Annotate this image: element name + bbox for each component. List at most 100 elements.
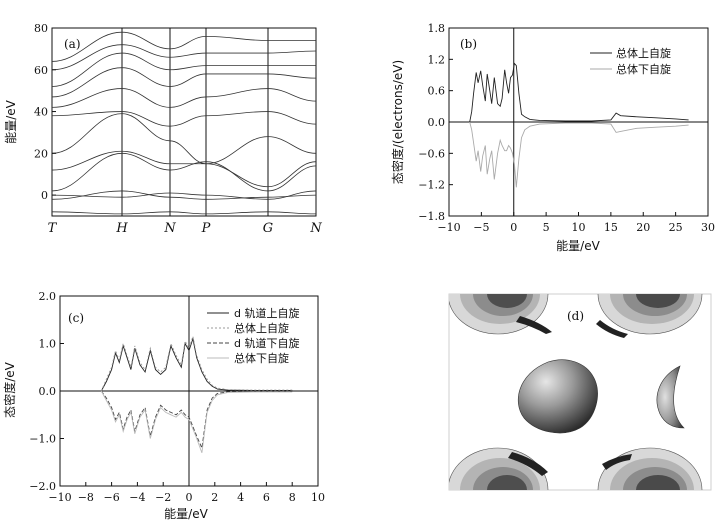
y-tick-label: −2.0: [29, 480, 56, 493]
band-line-1: [51, 211, 317, 215]
x-tick-label: 0: [510, 221, 517, 234]
panel-c-xlabel: 能量/eV: [164, 507, 208, 521]
x-tick-label: 20: [636, 221, 650, 234]
y-tick-label: 40: [34, 106, 48, 119]
panel-d-fermi-pocket-top-left: [449, 294, 552, 335]
y-tick-label: −0.6: [418, 147, 445, 160]
band-line-12: [51, 31, 316, 62]
x-tick-label: −10: [437, 221, 460, 234]
band-line-10: [51, 52, 316, 87]
x-tick-label: 2: [211, 491, 218, 504]
panel-b-label: (b): [460, 37, 477, 51]
panel-d-fermi-pocket-right: [656, 365, 685, 429]
band-line-3: [51, 190, 317, 200]
panel-b-xlabel: 能量/eV: [556, 239, 600, 253]
x-tick-label: −4: [129, 491, 145, 504]
panel-d-fermi-pocket-bottom-right: [597, 447, 703, 490]
panel-b-dos-curves: [469, 62, 689, 188]
kpoint-label: P: [201, 221, 211, 236]
panel-b-legend-up: 总体上自旋: [616, 46, 671, 60]
panel-a-y-ticks: 0 20 40 60 80: [34, 22, 56, 202]
band-line-8: [51, 88, 317, 108]
panel-c-ylabel: 态密度/eV: [2, 361, 17, 417]
panel-b-y-ticks: 1.8 1.2 0.6 0.0 −0.6 −1.2 −1.8: [418, 22, 453, 223]
y-tick-label: 80: [34, 22, 48, 35]
panel-d-label: (d): [567, 309, 584, 323]
panel-b-legend: 总体上自旋 总体下自旋: [590, 46, 671, 76]
y-tick-label: 0: [41, 189, 48, 202]
panel-c-reference-lines: [60, 296, 318, 486]
panel-a-label: (a): [64, 37, 81, 51]
x-tick-label: −2: [155, 491, 171, 504]
y-tick-label: −1.0: [29, 433, 56, 446]
x-tick-label: 15: [604, 221, 618, 234]
panel-c-label: (c): [68, 311, 84, 325]
y-tick-label: 1.2: [428, 53, 446, 66]
band-line-6: [51, 113, 317, 165]
dos-series-2: [469, 121, 689, 188]
panel-b-x-ticks: −10 −5 0 5 10 15 20 25 30: [437, 212, 715, 234]
panel-c-legend-1: d 轨道上自旋: [234, 306, 299, 320]
band-line-9: [51, 67, 317, 98]
dos-series-2: [100, 334, 293, 392]
panel-c: −10 −8 −6 −4 −2 0 2 4 6 8 10 2.0 1.0 0.0 −1.0 −2.0 (c)…: [2, 290, 325, 521]
band-line-4: [51, 152, 317, 192]
panel-b: −10 −5 0 5 10 15 20 25 30 1.8 1.2 0.6 0.0 −0.6 −1.2 −1…: [390, 22, 715, 253]
x-tick-label: 30: [701, 221, 715, 234]
band-line-11: [51, 44, 317, 71]
dos-series-3: [100, 390, 293, 450]
panel-c-legend-3: d 轨道下自旋: [234, 336, 299, 350]
x-tick-label: −10: [48, 491, 71, 504]
kpoint-label: N: [163, 221, 176, 236]
y-tick-label: 0.6: [428, 85, 446, 98]
panel-d-fermi-pocket-bottom-left: [449, 447, 549, 490]
panel-c-dos-curves: [100, 334, 293, 453]
panel-c-y-ticks: 2.0 1.0 0.0 −1.0 −2.0: [29, 290, 64, 493]
x-tick-label: 8: [289, 491, 296, 504]
dos-series-1: [469, 62, 689, 123]
panel-a-bands: [51, 31, 317, 215]
dos-series-4: [100, 390, 293, 453]
x-tick-label: 5: [543, 221, 550, 234]
kpoint-label: T: [48, 221, 58, 236]
x-tick-label: −8: [78, 491, 94, 504]
band-line-5: [51, 150, 317, 188]
panel-d-fermi-pocket-center: [517, 359, 598, 434]
y-tick-label: 1.0: [39, 338, 57, 351]
x-tick-label: 10: [311, 491, 325, 504]
kpoint-label: G: [263, 221, 273, 236]
panel-a-kpoint-lines: [121, 28, 269, 216]
dos-series-1: [100, 337, 293, 392]
panel-d-fermi-pocket-top-right: [596, 294, 703, 338]
x-tick-label: 25: [669, 221, 683, 234]
x-tick-label: −6: [103, 491, 119, 504]
kpoint-label: N: [309, 221, 322, 236]
x-tick-label: 0: [186, 491, 193, 504]
panel-c-legend: d 轨道上自旋 总体上自旋 d 轨道下自旋 总体下自旋: [207, 306, 299, 365]
y-tick-label: 2.0: [39, 290, 57, 303]
panel-d: (d): [448, 293, 712, 491]
y-tick-label: −1.2: [418, 179, 445, 192]
panel-c-legend-4: 总体下自旋: [234, 351, 289, 365]
x-tick-label: −5: [473, 221, 489, 234]
band-line-2: [51, 190, 317, 200]
panel-c-legend-2: 总体上自旋: [234, 321, 289, 335]
y-tick-label: 20: [34, 147, 48, 160]
x-tick-label: 10: [572, 221, 586, 234]
panel-a: 0 20 40 60 80 T H N P G N (a) 能量/eV: [4, 22, 322, 236]
panel-b-ylabel: 态密度/(electrons/eV): [390, 60, 405, 184]
kpoint-label: H: [115, 221, 128, 236]
panel-c-x-ticks: −10 −8 −6 −4 −2 0 2 4 6 8 10: [48, 482, 325, 504]
y-tick-label: 0.0: [428, 116, 446, 129]
panel-a-frame: [51, 27, 317, 217]
y-tick-label: 60: [34, 64, 48, 77]
x-tick-label: 4: [237, 491, 244, 504]
y-tick-label: 1.8: [428, 22, 446, 35]
panel-b-legend-down: 总体下自旋: [616, 62, 671, 76]
panel-a-ylabel: 能量/eV: [4, 99, 18, 143]
y-tick-label: −1.8: [418, 210, 445, 223]
y-tick-label: 0.0: [39, 385, 57, 398]
band-line-7: [51, 111, 317, 127]
